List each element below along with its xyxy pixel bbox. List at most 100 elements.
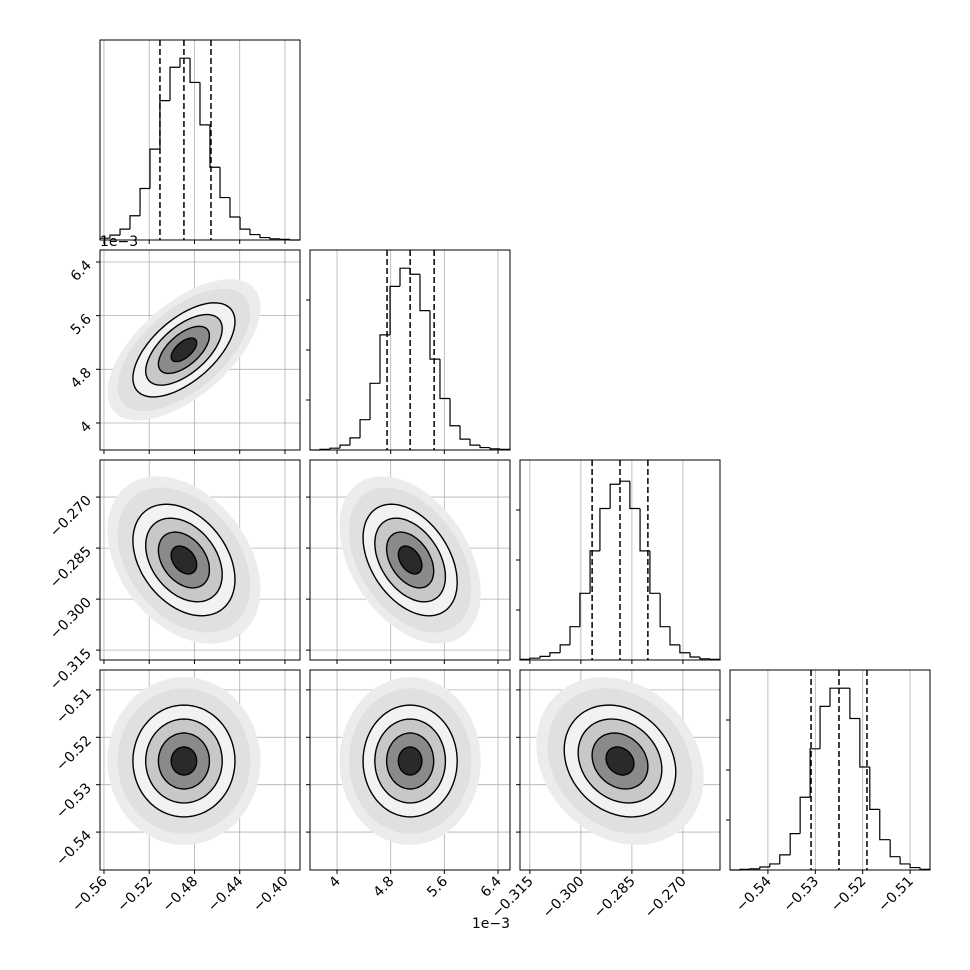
x-tick-label: 4.8 — [370, 874, 397, 901]
histogram-step — [769, 863, 780, 867]
histogram-step — [229, 197, 241, 218]
histogram-step — [459, 425, 471, 440]
histogram-step — [219, 167, 230, 199]
panel-frame — [99, 669, 301, 871]
y-tick-label: −0.53 — [53, 780, 95, 822]
x-tick-label: −0.52 — [828, 874, 870, 916]
y-tick-label: −0.285 — [47, 544, 95, 592]
density-contour — [170, 746, 198, 776]
histogram-step — [159, 100, 171, 150]
histogram-step — [669, 626, 680, 646]
histogram-step — [679, 644, 691, 654]
x-tick-label: 4 — [326, 873, 344, 891]
x-tick-label: 6.4 — [478, 873, 505, 900]
histogram-step — [909, 863, 921, 869]
histogram-step — [199, 82, 210, 126]
histogram-step — [489, 447, 501, 450]
panel: −0.315−0.300−0.285−0.270 — [47, 459, 301, 694]
histogram-step — [759, 866, 770, 869]
histogram-step — [689, 652, 700, 658]
histogram-step — [129, 215, 141, 230]
panel: −0.315−0.300−0.285−0.270 — [489, 669, 721, 922]
histogram-step — [189, 58, 200, 84]
histogram-step — [529, 657, 541, 660]
histogram-step — [399, 267, 410, 287]
x-tick-label: −0.285 — [591, 874, 639, 922]
y-tick-label: 5.6 — [68, 311, 95, 338]
panel-frame — [309, 669, 511, 871]
y-tick-label: 4.8 — [68, 365, 95, 392]
x-tick-label: −0.53 — [780, 874, 822, 916]
histogram-step — [409, 268, 420, 275]
panel — [306, 459, 511, 664]
y-tick-label: −0.270 — [47, 493, 95, 541]
panel: −0.54 −0.53 −0.52 −0.51 — [726, 669, 931, 916]
histogram-step — [439, 359, 451, 400]
panel — [99, 39, 301, 244]
histogram-step — [349, 437, 361, 446]
histogram-step — [789, 833, 801, 855]
x-tick-label: 5.6 — [424, 873, 451, 900]
histogram-step — [819, 705, 830, 749]
histogram-step — [259, 234, 271, 239]
x-tick-label: −0.44 — [205, 873, 247, 915]
panel: −0.56 −0.52 −0.48 −0.44 −0.40−0.54−0.53−0.52… — [53, 669, 301, 916]
histogram-step — [659, 593, 670, 628]
y-tick-label: −0.54 — [53, 828, 95, 870]
histogram-step — [449, 398, 461, 427]
panel: 4 4.8 5.6 6.4 — [68, 249, 301, 454]
panel-frame — [99, 249, 301, 451]
histogram-step — [119, 228, 130, 236]
histogram-step — [369, 382, 381, 420]
histogram-step — [419, 274, 430, 312]
histogram-step — [149, 148, 160, 189]
x-tick-label: −0.40 — [250, 874, 292, 916]
histogram-step — [859, 718, 870, 768]
panel-frame — [99, 39, 301, 241]
x-tick-label: −0.54 — [733, 873, 775, 915]
histogram-step — [139, 187, 150, 216]
density-contour — [397, 545, 423, 575]
x-tick-label: −0.300 — [540, 874, 588, 922]
x-offset-label: 1e−3 — [472, 916, 510, 932]
histogram-step — [779, 854, 791, 864]
histogram-step — [429, 310, 440, 360]
histogram-step — [179, 57, 191, 68]
histogram-step — [549, 652, 561, 657]
histogram-step — [339, 444, 350, 449]
histogram-step — [599, 507, 611, 551]
density-contour — [605, 746, 635, 776]
histogram-step — [869, 766, 880, 810]
histogram-step — [589, 550, 600, 594]
x-tick-label: −0.270 — [642, 874, 690, 922]
histogram-step — [829, 687, 840, 707]
x-tick-label: −0.52 — [114, 874, 156, 916]
histogram-step — [899, 856, 911, 865]
histogram-step — [239, 216, 250, 230]
histogram-step — [849, 688, 860, 720]
histogram-step — [109, 234, 121, 239]
histogram-step — [879, 809, 891, 841]
histogram-step — [379, 334, 391, 384]
histogram-step — [559, 644, 570, 653]
y-offset-label: 1e−3 — [100, 234, 138, 250]
histogram-step — [249, 229, 260, 236]
x-tick-label: −0.56 — [69, 873, 111, 915]
y-tick-label: −0.300 — [47, 595, 95, 643]
y-tick-label: −0.315 — [47, 646, 95, 694]
histogram-step — [809, 748, 821, 798]
panel-frame — [309, 459, 511, 661]
histogram-step — [209, 124, 221, 168]
histogram-step — [279, 238, 291, 240]
density-contour — [170, 545, 198, 575]
histogram-step — [639, 508, 650, 552]
histogram-step — [269, 237, 280, 240]
x-tick-label: −0.51 — [875, 874, 917, 916]
histogram-step — [889, 839, 901, 858]
panel-frame — [519, 669, 721, 871]
panel-frame — [99, 459, 301, 661]
x-tick-label: −0.48 — [160, 874, 202, 916]
histogram-step — [469, 439, 481, 446]
